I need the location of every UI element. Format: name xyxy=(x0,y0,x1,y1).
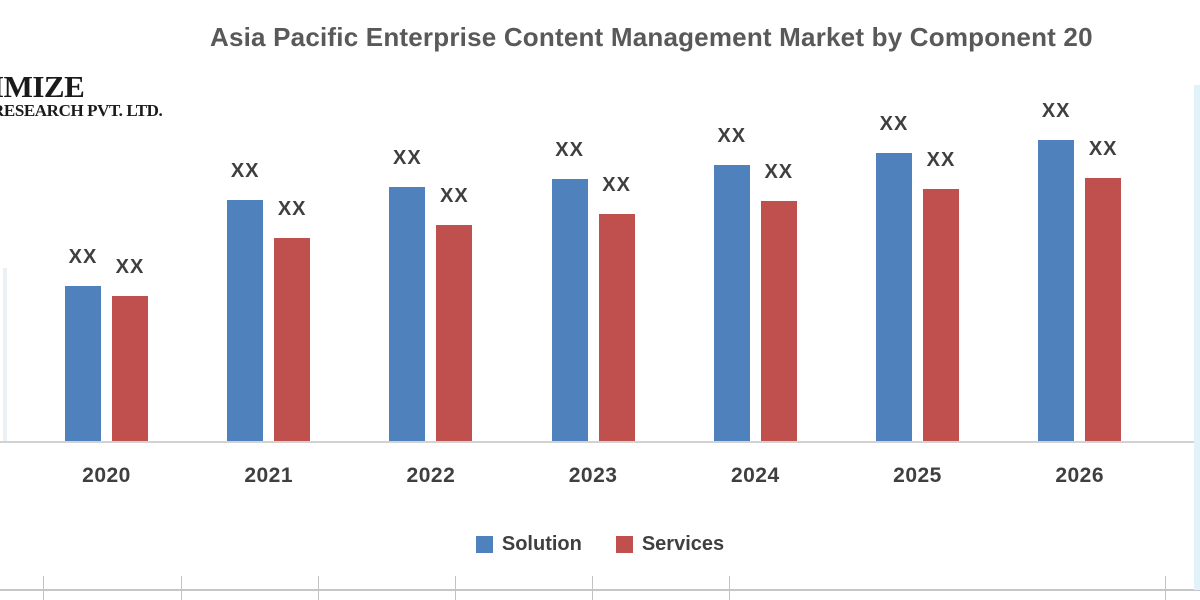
value-label-solution-2026: XX xyxy=(1041,100,1071,122)
legend-label-services: Services xyxy=(641,533,725,555)
logo-text-secondary: RESEARCH PVT. LTD. xyxy=(0,101,163,120)
x-axis-line xyxy=(0,441,1200,443)
legend-item-services: Services xyxy=(615,533,725,556)
bar-solution-2020 xyxy=(65,286,101,441)
data-table-column-border-0 xyxy=(43,576,44,600)
x-tick-2026: 2026 xyxy=(1055,464,1105,487)
data-table-column-border-1 xyxy=(181,576,182,600)
x-tick-2023: 2023 xyxy=(568,464,618,487)
logo-text-primary: IMIZE xyxy=(0,69,85,104)
right-edge-artifact xyxy=(1194,85,1200,590)
data-table-column-border-3 xyxy=(455,576,456,600)
left-edge-artifact xyxy=(3,268,7,441)
x-tick-2025: 2025 xyxy=(893,464,942,487)
value-label-solution-2024: XX xyxy=(717,125,747,147)
bar-services-2025 xyxy=(923,189,959,441)
value-label-solution-2023: XX xyxy=(555,139,584,161)
data-table-column-border-2 xyxy=(318,576,319,600)
bar-services-2024 xyxy=(760,201,797,441)
bar-services-2026 xyxy=(1085,178,1122,441)
bar-solution-2026 xyxy=(1038,140,1075,441)
bar-solution-2024 xyxy=(713,165,750,441)
x-tick-2021: 2021 xyxy=(244,464,294,487)
bar-services-2021 xyxy=(274,238,311,441)
legend: Solution Services xyxy=(0,533,1200,556)
bar-services-2023 xyxy=(598,214,635,441)
value-label-services-2020: XX xyxy=(115,256,145,278)
value-label-solution-2025: XX xyxy=(879,113,909,135)
logo: IMIZE RESEARCH PVT. LTD. xyxy=(0,69,163,120)
data-table-top-border xyxy=(0,589,1200,591)
bar-solution-2021 xyxy=(227,200,264,441)
bar-services-2020 xyxy=(112,296,148,441)
data-table-column-border-4 xyxy=(592,576,593,600)
value-label-services-2025: XX xyxy=(926,149,956,171)
bar-solution-2023 xyxy=(551,179,588,441)
solution-swatch-icon xyxy=(475,536,493,553)
data-table-column-border-5 xyxy=(729,576,730,600)
value-label-solution-2021: XX xyxy=(230,160,260,182)
chart-title: Asia Pacific Enterprise Content Manageme… xyxy=(210,22,1093,52)
value-label-solution-2022: XX xyxy=(393,147,422,169)
legend-item-solution: Solution xyxy=(475,533,582,556)
value-label-solution-2020: XX xyxy=(68,246,98,268)
x-tick-2022: 2022 xyxy=(406,464,456,487)
x-tick-2020: 2020 xyxy=(82,464,131,487)
value-label-services-2022: XX xyxy=(440,185,469,207)
bar-solution-2025 xyxy=(876,153,912,441)
x-tick-2024: 2024 xyxy=(730,464,780,487)
value-label-services-2023: XX xyxy=(602,174,631,196)
legend-label-solution: Solution xyxy=(501,533,582,555)
services-swatch-icon xyxy=(615,536,633,553)
data-table-column-border-6 xyxy=(1165,576,1166,600)
value-label-services-2026: XX xyxy=(1088,138,1118,160)
value-label-services-2024: XX xyxy=(764,161,794,183)
bar-solution-2022 xyxy=(389,187,426,441)
value-label-services-2021: XX xyxy=(277,198,307,220)
bar-services-2022 xyxy=(436,225,473,441)
